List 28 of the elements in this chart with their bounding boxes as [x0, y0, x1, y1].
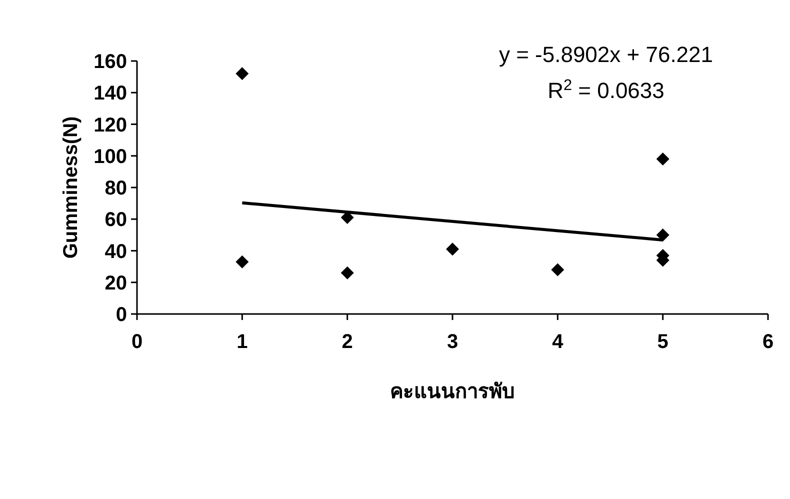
- x-tick-label: 4: [552, 331, 564, 353]
- y-tick-label: 60: [104, 209, 127, 232]
- y-tick-label: 100: [94, 146, 127, 168]
- point: [340, 211, 354, 224]
- point: [656, 152, 670, 166]
- point: [446, 242, 459, 256]
- annotation: R$^{2}$ = 0.0633: [548, 76, 664, 103]
- x-tick-label: 0: [131, 331, 143, 353]
- x-tick-label: 2: [342, 331, 353, 353]
- y-tick-label: 120: [94, 114, 127, 136]
- y-axis-title: Gumminess(N): [60, 116, 82, 259]
- annotation: y = -5.8902x + 76.221: [498, 42, 714, 67]
- y-tick-label: 0: [116, 304, 127, 326]
- x-tick-label: 5: [657, 331, 668, 353]
- y-tick-label: 40: [104, 240, 127, 263]
- y-tick-label: 20: [104, 272, 127, 294]
- x-tick-label: 1: [236, 331, 248, 353]
- x-tick-label: 6: [762, 331, 774, 353]
- point: [236, 67, 249, 80]
- x-axis-title: คะแนนการพับ: [390, 381, 515, 403]
- y-tick-label: 160: [94, 51, 127, 73]
- point: [551, 263, 564, 276]
- point: [236, 255, 249, 268]
- point: [340, 266, 354, 280]
- point: [656, 228, 670, 242]
- y-tick-label: 140: [94, 82, 127, 105]
- x-tick-label: 3: [446, 331, 458, 353]
- y-tick-label: 80: [104, 178, 127, 200]
